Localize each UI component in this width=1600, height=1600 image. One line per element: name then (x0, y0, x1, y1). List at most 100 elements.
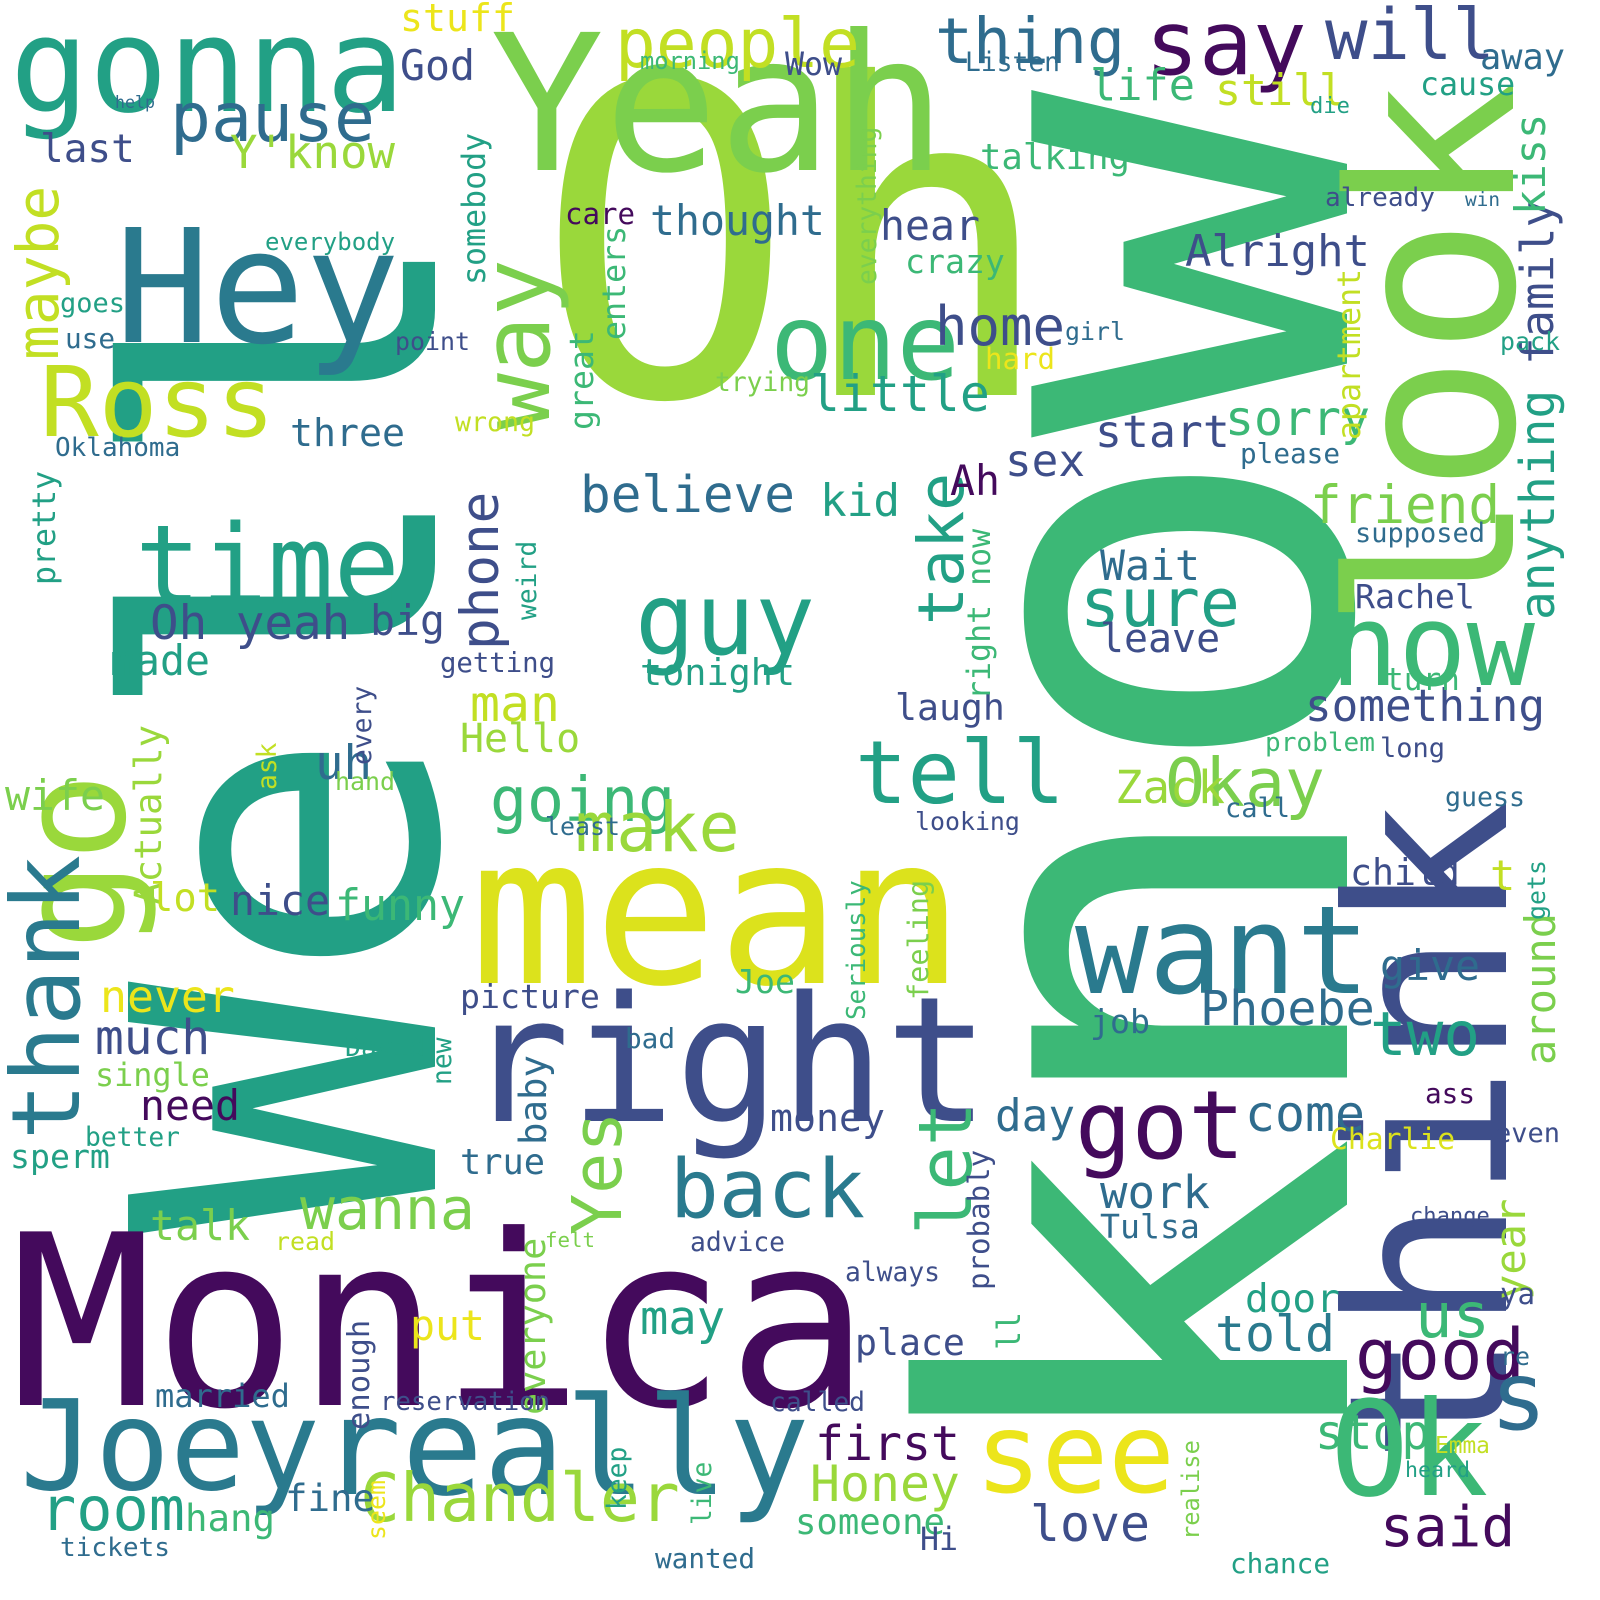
word-chandler: Chandler (360, 1459, 680, 1537)
word-love: love (1030, 1495, 1150, 1553)
word-girl: girl (1065, 317, 1125, 346)
word-care: care (565, 197, 636, 231)
word-sex: sex (1005, 436, 1086, 487)
word-realise: realise (1177, 1440, 1205, 1540)
word-cause: cause (1420, 67, 1516, 103)
word-yes: Yes (559, 1111, 638, 1235)
word-now: now (1330, 580, 1535, 712)
word-long: long (1380, 733, 1446, 764)
word-say: say (1145, 0, 1307, 96)
word-time: time (135, 501, 400, 629)
word-charlie: Charlie (1330, 1122, 1456, 1157)
word-probably: probably (962, 1149, 996, 1290)
word-may: may (640, 1291, 726, 1346)
word-goes: goes (60, 288, 126, 319)
word-ass: ass (1425, 1077, 1476, 1110)
word-bad: bad (625, 1022, 676, 1055)
word-least: least (545, 812, 620, 841)
word-believe: believe (580, 466, 795, 525)
word-want: want (1075, 879, 1371, 1022)
word-wrong: wrong (455, 407, 536, 438)
word-make: make (575, 789, 740, 868)
word-away: away (1480, 37, 1566, 78)
word-listen: Listen (965, 48, 1060, 78)
word-pretty: pretty (27, 470, 63, 585)
word-true: true (460, 1142, 546, 1183)
word-big: big (370, 596, 445, 645)
word-oh-yeah: Oh yeah (150, 596, 351, 651)
word-oklahoma: Oklahoma (55, 433, 181, 463)
word-enters: enters (597, 225, 633, 340)
word-funny: funny (335, 881, 466, 931)
word-sorry: sorry (1225, 391, 1371, 447)
word-ross: Ross (40, 346, 276, 460)
word-yeah: Yeah (490, 0, 947, 215)
word-tell: tell (855, 722, 1065, 824)
word-really: really (320, 1368, 810, 1526)
word-right-now: right now (962, 528, 998, 700)
word-zack: Zack (1115, 761, 1226, 814)
word-god: God (400, 41, 475, 90)
word-room: room (40, 1475, 185, 1545)
word-place: place (855, 1321, 965, 1364)
word-wanna: wanna (300, 1175, 475, 1243)
word-talking: talking (980, 137, 1130, 178)
word-please: please (1240, 437, 1341, 470)
word-ll: ll (992, 1311, 1028, 1350)
word-start: start (1095, 405, 1230, 458)
word-read: read (275, 1227, 335, 1256)
word-ya: ya (1500, 1277, 1536, 1311)
word-oh: Oh (535, 0, 1056, 497)
word-help: help (115, 93, 155, 112)
word-lot: lot (150, 876, 221, 921)
word-good: good (1355, 1313, 1526, 1396)
word-guy: guy (635, 561, 816, 678)
word-somebody: somebody (457, 132, 493, 285)
word-mean: mean (470, 793, 965, 1032)
word-day: day (995, 1091, 1076, 1142)
word-someone: someone (795, 1502, 945, 1543)
word-two: two (1370, 999, 1480, 1070)
word-right: right (465, 960, 990, 1163)
word-laugh: laugh (895, 686, 1005, 729)
word-hard: hard (985, 342, 1056, 376)
word-stop: stop (1315, 1406, 1431, 1461)
word-tickets: tickets (60, 1533, 170, 1563)
word-supposed: supposed (1355, 518, 1486, 549)
word-going: going (490, 764, 676, 836)
word-apartment: apartment (1332, 268, 1368, 440)
word-david: David (345, 1032, 426, 1063)
word-turn: turn (1385, 662, 1460, 698)
word-even: even (1495, 1118, 1561, 1149)
word-said: said (1380, 1495, 1516, 1560)
word-trying: trying (715, 368, 810, 398)
word-alright: Alright (1185, 226, 1370, 277)
word-fine: fine (285, 1476, 376, 1520)
word-kiss: kiss (1506, 113, 1555, 215)
word-already: already (1325, 183, 1435, 213)
word-tulsa: Tulsa (1100, 1207, 1200, 1246)
word-t: t (1490, 851, 1516, 900)
word-little: little (810, 365, 990, 423)
word-reservation: reservation (380, 1387, 551, 1417)
word-still: still (1215, 66, 1346, 116)
word-crazy: crazy (905, 242, 1005, 281)
word-emma: Emma (1435, 1433, 1490, 1459)
word-thought: thought (650, 196, 825, 245)
word-something: something (1305, 681, 1546, 732)
word-back: back (670, 1143, 866, 1237)
word-hang: hang (185, 1496, 276, 1540)
word-change: change (1410, 1203, 1490, 1229)
word-ok: Ok (1330, 1374, 1489, 1527)
word-baby: baby (511, 1054, 555, 1145)
word-last: last (40, 126, 135, 172)
word-home: home (935, 295, 1066, 358)
word-will: will (1325, 0, 1496, 76)
word-married: married (155, 1377, 290, 1415)
word-wife: wife (5, 771, 105, 820)
word-made: made (110, 636, 210, 685)
word-money: money (770, 1097, 885, 1141)
word-point: point (395, 327, 470, 356)
word-friend: friend (1310, 475, 1500, 536)
